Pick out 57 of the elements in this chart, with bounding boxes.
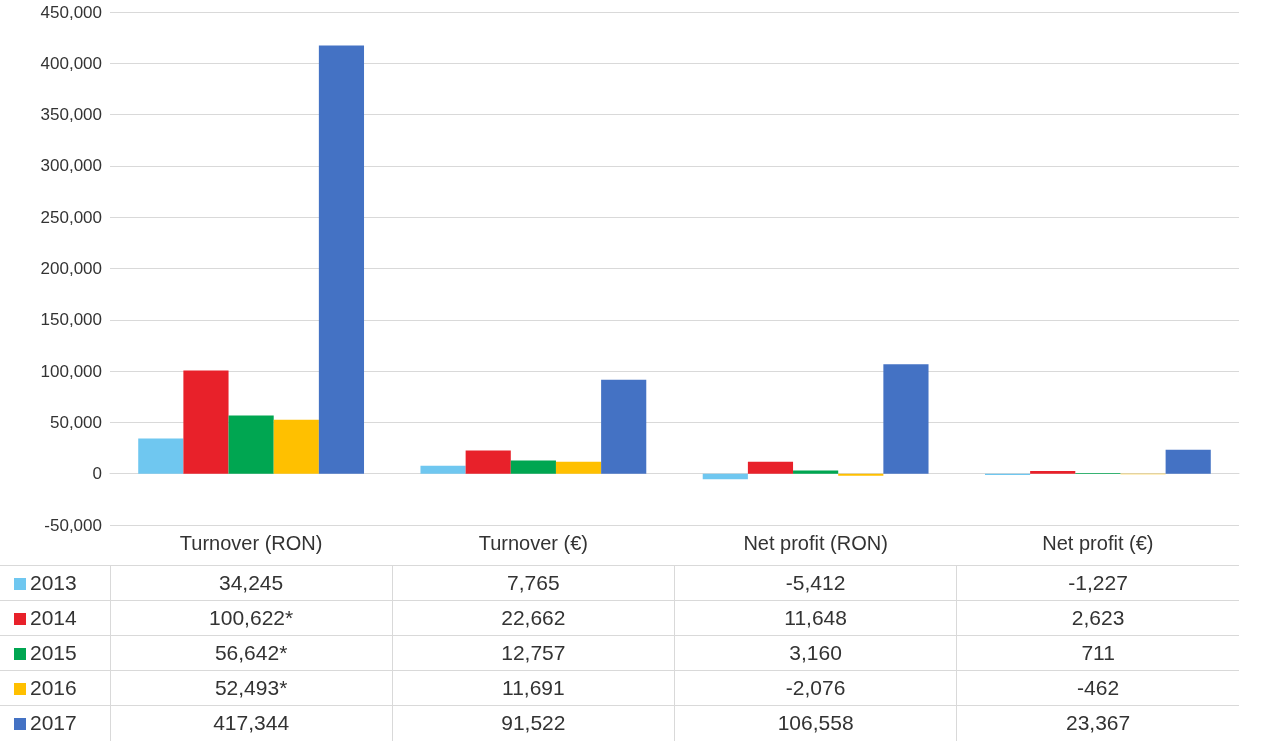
y-tick-label: 100,000 [40, 361, 102, 381]
x-tick-label: Net profit (€) [1042, 532, 1154, 554]
data-label: 12,757 [392, 635, 675, 671]
data-label: 7,765 [392, 565, 675, 601]
data-label: -2,076 [674, 670, 957, 706]
bar [1165, 449, 1211, 474]
legend-label: 2014 [29, 605, 78, 631]
y-tick-label: 250,000 [40, 207, 102, 227]
data-label: 2,623 [956, 600, 1239, 636]
y-tick-label: 200,000 [40, 259, 102, 278]
data-label: 417,344 [110, 705, 393, 741]
data-label: 34,245 [110, 565, 393, 601]
data-label: -462 [956, 670, 1239, 706]
bar [702, 473, 748, 480]
x-tick-label: Net profit (RON) [743, 532, 888, 554]
data-label: 3,160 [674, 635, 957, 671]
data-label: -5,412 [674, 565, 957, 601]
bar [747, 461, 794, 474]
bar [318, 45, 365, 474]
bar [838, 473, 884, 476]
bar [883, 364, 929, 474]
bar [555, 461, 602, 474]
legend-label: 2016 [29, 675, 78, 701]
bar [510, 460, 556, 474]
legend-label: 2015 [29, 640, 78, 666]
y-tick-label: 300,000 [40, 156, 102, 176]
bar [138, 438, 184, 474]
x-tick-label: Turnover (RON) [179, 532, 323, 554]
data-label: 23,367 [956, 705, 1239, 741]
y-tick-label: 150,000 [40, 310, 102, 330]
data-label: -1,227 [956, 565, 1239, 601]
data-label: 52,493* [110, 670, 393, 706]
y-tick-label: 0 [92, 464, 102, 484]
bar [601, 379, 647, 474]
bar [183, 370, 229, 474]
y-tick-label: 400,000 [40, 53, 102, 73]
data-label: 711 [956, 635, 1239, 671]
bar [228, 415, 274, 474]
legend-label: 2013 [29, 570, 78, 596]
bar [793, 470, 839, 474]
data-label: 11,648 [674, 600, 957, 636]
x-tick-label: Turnover (€) [478, 532, 589, 554]
data-label: 91,522 [392, 705, 675, 741]
data-label: 56,642* [110, 635, 393, 671]
y-tick-label: -50,000 [44, 515, 102, 535]
y-tick-label: 350,000 [40, 105, 102, 125]
bar [420, 465, 466, 474]
data-label: 106,558 [674, 705, 957, 741]
y-tick-label: 450,000 [40, 2, 102, 22]
data-label: 22,662 [392, 600, 675, 636]
legend-label: 2017 [29, 710, 78, 737]
bar [1030, 471, 1076, 474]
data-label: 11,691 [392, 670, 675, 706]
y-tick-label: 50,000 [50, 412, 102, 432]
data-label: 100,622* [110, 600, 393, 636]
bar [273, 419, 319, 474]
bar [465, 450, 511, 474]
